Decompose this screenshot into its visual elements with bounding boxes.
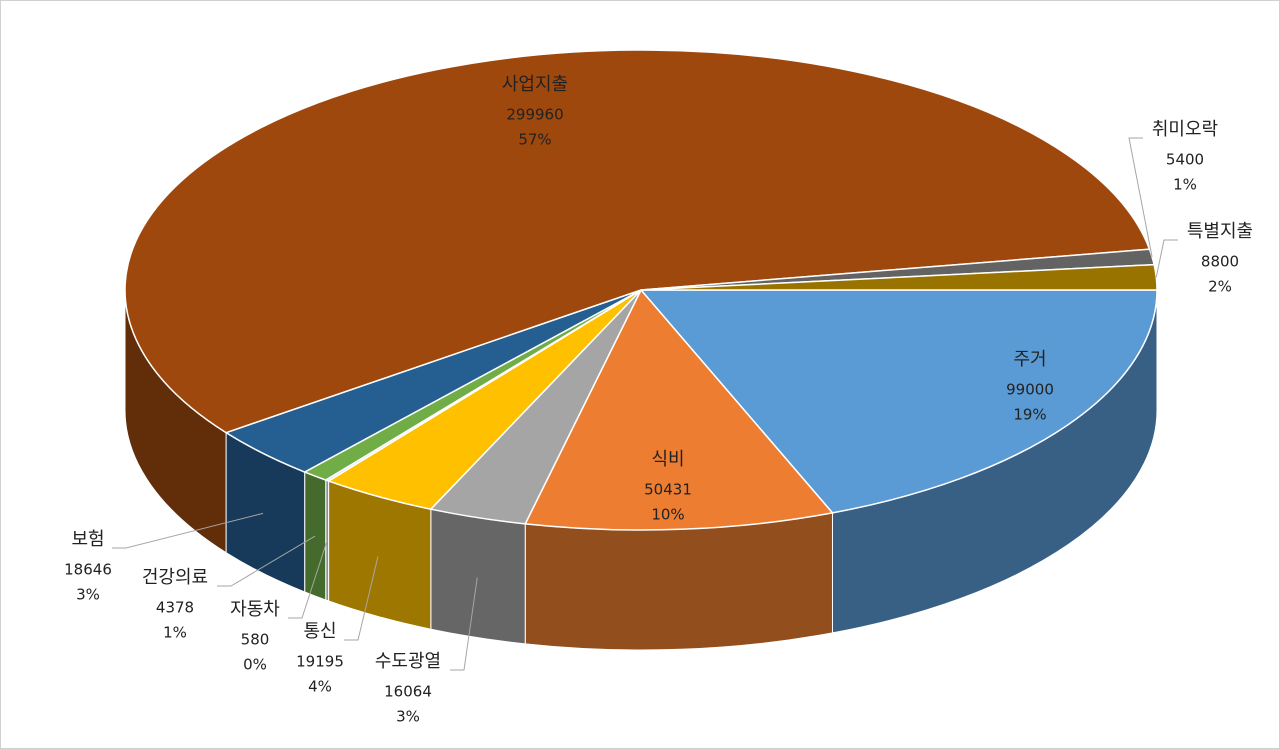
value-label: 5400 [1166,151,1204,169]
percent-label: 2% [1208,278,1232,296]
value-label: 4378 [156,599,194,617]
percent-label: 10% [651,506,684,524]
leader-line [344,556,379,641]
category-label: 통신 [303,621,336,642]
percent-label: 4% [308,678,332,696]
value-label: 299960 [506,106,563,124]
value-label: 8800 [1201,253,1239,271]
category-label: 자동차 [230,599,280,620]
value-label: 99000 [1006,381,1054,399]
slice-side [430,508,526,645]
category-label: 특별지출 [1187,221,1253,242]
leader-line [112,512,264,549]
category-label: 주거 [1013,349,1046,370]
slice-side [304,471,327,601]
percent-label: 3% [396,708,420,726]
percent-label: 0% [243,656,267,674]
slice [639,289,1158,514]
value-label: 18646 [64,561,112,579]
category-label: 사업지출 [502,74,568,95]
value-label: 16064 [384,683,432,701]
leader-line [1128,137,1153,258]
slice [640,263,1158,291]
percent-label: 1% [163,624,187,642]
value-label: 19195 [296,653,344,671]
value-label: 50431 [644,481,692,499]
slice-side [524,512,833,651]
category-label: 취미오락 [1152,119,1218,140]
slice [124,49,1151,434]
leader-line [288,540,328,619]
value-label: 580 [241,631,270,649]
percent-label: 1% [1173,176,1197,194]
slice [524,288,834,531]
percent-label: 57% [518,131,551,149]
category-label: 식비 [651,449,684,470]
category-label: 수도광열 [375,651,441,672]
category-label: 보험 [71,529,104,550]
category-label: 건강의료 [142,567,208,588]
leader-line [450,577,478,671]
leader-line [1155,239,1178,278]
percent-label: 19% [1013,406,1046,424]
percent-label: 3% [76,586,100,604]
leader-line [217,535,316,587]
